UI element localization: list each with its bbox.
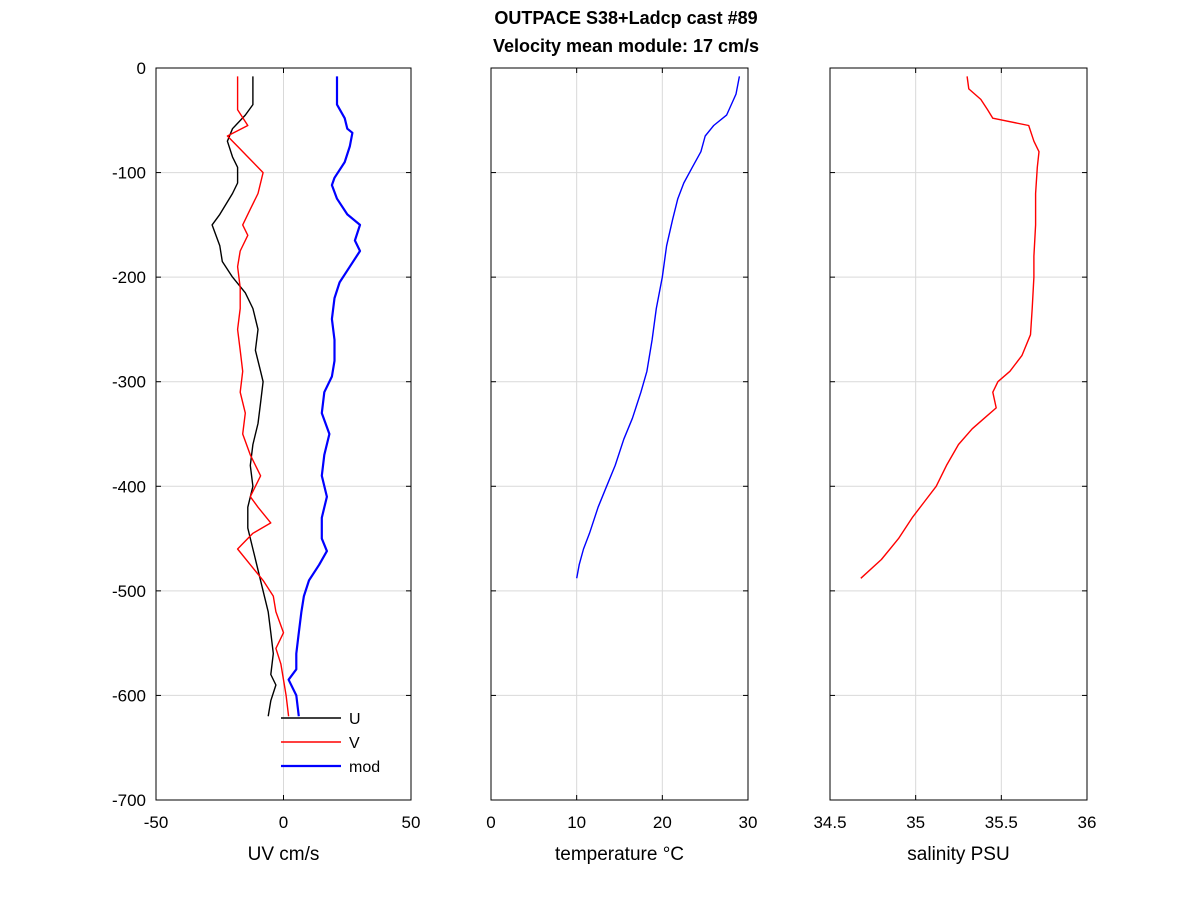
- temperature-panel: 0 10 20 30 temperature °C: [486, 67, 758, 865]
- series-line-temperature-c: [576, 76, 741, 579]
- x-axis-label: UV cm/s: [248, 844, 320, 865]
- series-line-mod: [287, 76, 362, 717]
- x-tick-label: 0: [486, 813, 495, 832]
- x-tick-label: 34.5: [813, 813, 846, 832]
- x-tick-label: 30: [739, 813, 758, 832]
- x-tick-label: 50: [402, 813, 421, 832]
- y-tick-label: -300: [112, 373, 146, 392]
- series-line-u: [211, 76, 277, 717]
- x-tick-label: 35.5: [985, 813, 1018, 832]
- x-axis-label: salinity PSU: [907, 844, 1009, 865]
- x-tick-label: -50: [144, 813, 169, 832]
- x-axis-label: temperature °C: [555, 844, 684, 865]
- x-tick-label: 20: [653, 813, 672, 832]
- y-tick-label: -500: [112, 582, 146, 601]
- figure-title-line2: Velocity mean module: 17 cm/s: [493, 36, 759, 56]
- y-tick-label: -100: [112, 164, 146, 183]
- y-tick-label: -600: [112, 686, 146, 705]
- y-tick-label: 0: [137, 59, 146, 78]
- y-tick-label: -200: [112, 268, 146, 287]
- x-tick-label: 0: [279, 813, 288, 832]
- axes-box: [829, 67, 1088, 801]
- y-tick-label: -400: [112, 477, 146, 496]
- x-tick-label: 35: [906, 813, 925, 832]
- salinity-panel: 34.5 35 35.5 36 salinity PSU: [813, 67, 1097, 865]
- y-tick-label: -700: [112, 791, 146, 810]
- series-line-salinity-psu: [860, 76, 1040, 579]
- x-tick-label: 10: [567, 813, 586, 832]
- x-tick-label: 36: [1078, 813, 1097, 832]
- legend-label-u: U: [349, 711, 361, 728]
- legend-label-mod: mod: [349, 759, 380, 776]
- axes-box: [490, 67, 749, 801]
- legend-label-v: V: [349, 735, 360, 752]
- series-line-v: [226, 76, 290, 717]
- figure-title-line1: OUTPACE S38+Ladcp cast #89: [494, 8, 757, 28]
